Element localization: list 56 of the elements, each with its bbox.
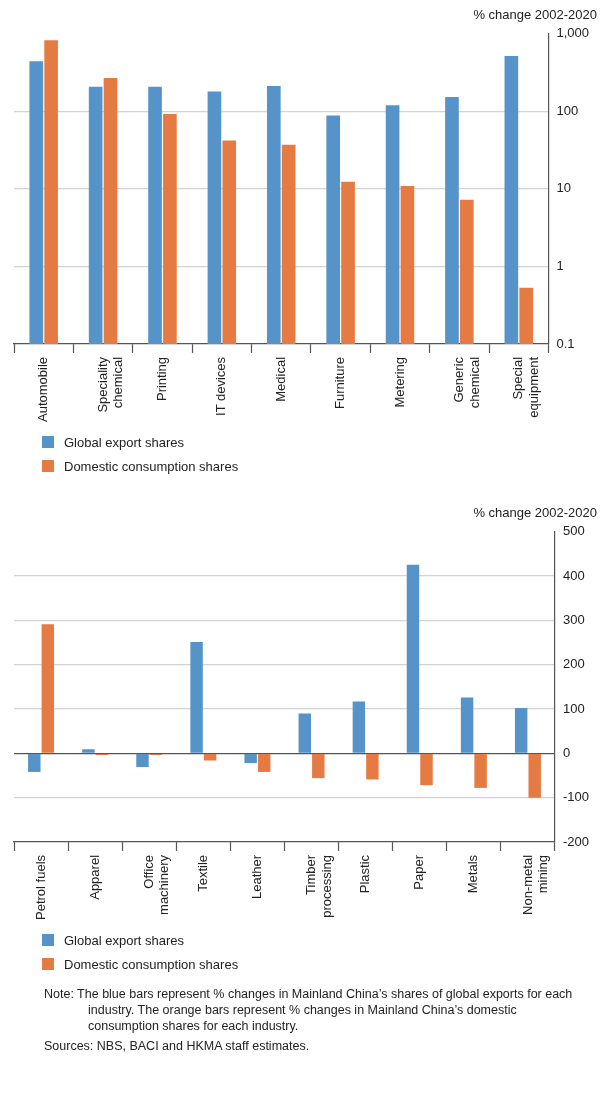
- y-axis-title: % change 2002-2020: [473, 505, 597, 521]
- x-tick-label: Speciality chemical: [94, 356, 126, 413]
- bar: [136, 753, 149, 768]
- x-tick-label: Automobile: [35, 356, 51, 423]
- x-tick-label: Leather: [249, 854, 265, 900]
- y-tick-label: 10: [556, 180, 571, 196]
- bar: [298, 713, 311, 753]
- x-tick-label: Non-metal mining: [519, 854, 551, 915]
- y-tick-label: 100: [556, 102, 579, 118]
- legend-label: Global export shares: [64, 932, 184, 948]
- bar: [514, 708, 528, 753]
- y-tick-label: 0.1: [556, 335, 575, 351]
- y-tick-label: 500: [562, 523, 585, 539]
- legend-label: Domestic consumption shares: [64, 956, 239, 972]
- y-tick-label: -200: [562, 833, 590, 849]
- y-tick-label: 1: [556, 257, 564, 273]
- legend-label: Domestic consumption shares: [64, 458, 239, 474]
- y-tick-label: 400: [562, 567, 585, 583]
- x-tick-label: Metering: [391, 356, 407, 408]
- y-tick-label: 300: [562, 611, 585, 627]
- x-tick-label: IT devices: [213, 356, 229, 416]
- bar: [82, 749, 95, 753]
- y-tick-label: 0: [562, 744, 571, 760]
- bar: [257, 753, 271, 772]
- text: Note: The blue bars represent % changes in Mainland China’s shares of global exports for each industry. The orange bars represent % changes in Mainland China’s domestic consumption shares for each industry.: [44, 986, 574, 1034]
- source-note: Sources: NBS, BACI and HKMA staff estimates.: [44, 1038, 311, 1054]
- bar: [352, 701, 366, 753]
- x-tick-label: Medical: [272, 356, 288, 402]
- x-tick-label: Printing: [154, 356, 170, 402]
- y-tick-label: -100: [562, 789, 590, 805]
- x-tick-label: Timber processing: [303, 854, 334, 918]
- bar: [28, 753, 41, 772]
- x-tick-label: Apparel: [86, 854, 102, 900]
- bar: [420, 753, 433, 786]
- bar: [406, 564, 420, 753]
- x-tick-label: Generic chemical: [450, 356, 482, 409]
- bar: [190, 642, 203, 753]
- x-tick-label: Petrol fuels: [32, 854, 48, 921]
- bar: [312, 753, 325, 779]
- y-tick-label: 1,000: [556, 25, 590, 41]
- bar: [474, 753, 487, 788]
- bar: [244, 753, 257, 764]
- x-tick-label: Textile: [194, 854, 210, 892]
- bar: [366, 753, 379, 780]
- x-tick-label: Paper: [411, 854, 427, 890]
- bar: [41, 624, 55, 753]
- bar: [528, 753, 541, 798]
- legend-label: Global export shares: [64, 434, 184, 450]
- x-tick-label: Furniture: [332, 356, 348, 409]
- x-tick-label: Metals: [465, 854, 481, 894]
- y-tick-label: 200: [562, 656, 585, 672]
- y-tick-label: 100: [562, 700, 585, 716]
- y-axis-title: % change 2002-2020: [473, 7, 597, 23]
- x-tick-label: Plastic: [357, 854, 373, 894]
- x-tick-label: Office machinery: [140, 854, 172, 915]
- bar: [460, 697, 474, 753]
